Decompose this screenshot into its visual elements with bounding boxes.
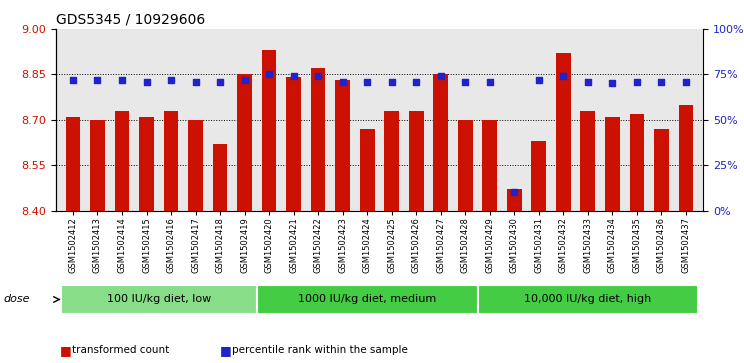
FancyBboxPatch shape [257,285,478,314]
Point [508,189,520,195]
Text: dose: dose [4,294,31,305]
Point [385,79,397,85]
Point [165,77,177,83]
Point [606,81,618,86]
Point [190,79,202,85]
Bar [385,111,399,211]
Point [312,73,324,79]
Point [141,79,153,85]
Bar [458,120,472,211]
Bar [556,53,571,211]
Bar [605,117,620,211]
Point [67,77,79,83]
Point [239,77,251,83]
Point [214,79,226,85]
Point [116,77,128,83]
Bar [482,120,497,211]
Text: transformed count: transformed count [72,345,170,355]
Text: percentile rank within the sample: percentile rank within the sample [232,345,408,355]
Bar [654,129,669,211]
Bar [188,120,203,211]
Text: 100 IU/kg diet, low: 100 IU/kg diet, low [106,294,211,304]
Point [484,79,496,85]
Point [582,79,594,85]
Point [263,72,275,77]
Bar [360,129,374,211]
Point [92,77,103,83]
Point [434,73,446,79]
Bar [90,120,105,211]
Bar [139,117,154,211]
Bar [262,50,277,211]
Bar [531,141,546,211]
Bar [213,144,228,211]
Point [459,79,471,85]
Text: 10,000 IU/kg diet, high: 10,000 IU/kg diet, high [525,294,652,304]
Point [362,79,373,85]
Text: GDS5345 / 10929606: GDS5345 / 10929606 [56,12,205,26]
Text: ■: ■ [60,344,71,357]
Bar [115,111,129,211]
Bar [311,68,325,211]
Bar [65,117,80,211]
Bar [237,74,252,211]
Bar [409,111,423,211]
Point [680,79,692,85]
Bar [629,114,644,211]
Point [631,79,643,85]
Point [410,79,422,85]
Point [337,79,349,85]
Bar [286,77,301,211]
Text: ■: ■ [219,344,231,357]
Point [533,77,545,83]
Point [557,73,569,79]
Bar [433,74,448,211]
Point [655,79,667,85]
FancyBboxPatch shape [61,285,257,314]
Bar [336,81,350,211]
Point [288,73,300,79]
Bar [164,111,179,211]
Text: 1000 IU/kg diet, medium: 1000 IU/kg diet, medium [298,294,436,304]
Bar [679,105,693,211]
FancyBboxPatch shape [478,285,698,314]
Bar [507,189,522,211]
Bar [580,111,595,211]
